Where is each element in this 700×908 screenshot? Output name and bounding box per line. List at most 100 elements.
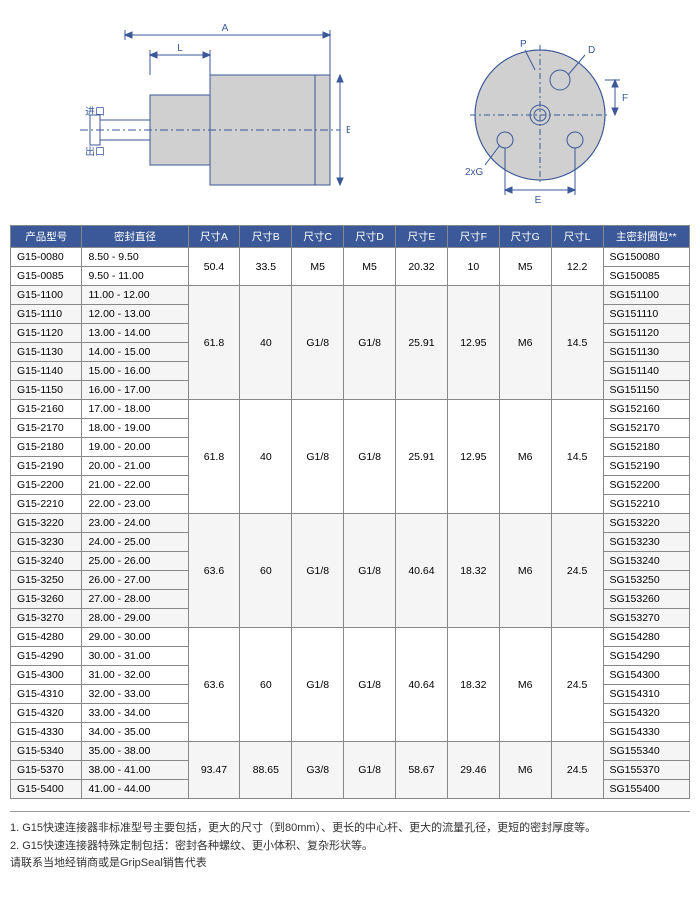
cell-dimension: 24.5 — [551, 742, 603, 799]
cell-model: G15-1150 — [11, 381, 82, 400]
cell-seal-kit: SG152160 — [603, 400, 689, 419]
cell-seal-diameter: 41.00 - 44.00 — [82, 780, 188, 799]
cell-model: G15-4280 — [11, 628, 82, 647]
cell-seal-kit: SG151130 — [603, 343, 689, 362]
label-D: D — [588, 45, 595, 56]
cell-dimension: 58.67 — [396, 742, 448, 799]
cell-seal-kit: SG150080 — [603, 248, 689, 267]
spec-table: 产品型号密封直径尺寸A尺寸B尺寸C尺寸D尺寸E尺寸F尺寸G尺寸L主密封圈包** … — [10, 225, 690, 799]
cell-seal-diameter: 31.00 - 32.00 — [82, 666, 188, 685]
cell-seal-kit: SG152210 — [603, 495, 689, 514]
cell-model: G15-5400 — [11, 780, 82, 799]
cell-dimension: M5 — [292, 248, 344, 286]
cell-dimension: M6 — [499, 400, 551, 514]
front-view-diagram: P D F E 2xG — [430, 15, 650, 205]
cell-seal-diameter: 34.00 - 35.00 — [82, 723, 188, 742]
table-header-cell: 尺寸G — [499, 226, 551, 248]
cell-model: G15-1130 — [11, 343, 82, 362]
cell-dimension: 40 — [240, 400, 292, 514]
cell-model: G15-4320 — [11, 704, 82, 723]
cell-seal-diameter: 9.50 - 11.00 — [82, 267, 188, 286]
side-view-diagram: A L B 进口 出口 — [50, 15, 350, 205]
cell-seal-kit: SG154320 — [603, 704, 689, 723]
cell-dimension: 60 — [240, 514, 292, 628]
cell-dimension: 40.64 — [396, 628, 448, 742]
cell-dimension: 24.5 — [551, 514, 603, 628]
cell-model: G15-5340 — [11, 742, 82, 761]
cell-model: G15-2160 — [11, 400, 82, 419]
cell-dimension: G1/8 — [344, 286, 396, 400]
cell-seal-kit: SG151100 — [603, 286, 689, 305]
cell-dimension: 50.4 — [188, 248, 240, 286]
cell-model: G15-4290 — [11, 647, 82, 666]
cell-seal-diameter: 13.00 - 14.00 — [82, 324, 188, 343]
cell-dimension: G1/8 — [344, 400, 396, 514]
cell-model: G15-3230 — [11, 533, 82, 552]
cell-seal-kit: SG155370 — [603, 761, 689, 780]
cell-seal-kit: SG151150 — [603, 381, 689, 400]
label-outlet: 出口 — [85, 145, 105, 158]
note-line: 2. G15快速连接器特殊定制包括：密封各种螺纹、更小体积、复杂形状等。 — [10, 838, 690, 856]
cell-dimension: 12.95 — [447, 400, 499, 514]
table-header-row: 产品型号密封直径尺寸A尺寸B尺寸C尺寸D尺寸E尺寸F尺寸G尺寸L主密封圈包** — [11, 226, 690, 248]
cell-dimension: 29.46 — [447, 742, 499, 799]
cell-model: G15-0080 — [11, 248, 82, 267]
table-header-cell: 主密封圈包** — [603, 226, 689, 248]
table-header-cell: 尺寸E — [396, 226, 448, 248]
table-row: G15-322023.00 - 24.0063.660G1/8G1/840.64… — [11, 514, 690, 533]
cell-dimension: G1/8 — [344, 514, 396, 628]
cell-dimension: M6 — [499, 742, 551, 799]
cell-model: G15-0085 — [11, 267, 82, 286]
cell-dimension: 20.32 — [396, 248, 448, 286]
cell-dimension: G1/8 — [292, 400, 344, 514]
notes-section: 1. G15快速连接器非标准型号主要包括，更大的尺寸（到80mm）、更长的中心杆… — [10, 811, 690, 873]
cell-seal-kit: SG153220 — [603, 514, 689, 533]
cell-seal-kit: SG154300 — [603, 666, 689, 685]
cell-seal-kit: SG152200 — [603, 476, 689, 495]
note-line: 请联系当地经销商或是GripSeal销售代表 — [10, 855, 690, 873]
cell-dimension: 60 — [240, 628, 292, 742]
cell-seal-diameter: 35.00 - 38.00 — [82, 742, 188, 761]
cell-seal-diameter: 14.00 - 15.00 — [82, 343, 188, 362]
cell-seal-kit: SG153260 — [603, 590, 689, 609]
table-header-cell: 尺寸D — [344, 226, 396, 248]
cell-dimension: M5 — [344, 248, 396, 286]
cell-seal-diameter: 32.00 - 33.00 — [82, 685, 188, 704]
table-header-cell: 尺寸B — [240, 226, 292, 248]
table-header-cell: 密封直径 — [82, 226, 188, 248]
cell-dimension: 33.5 — [240, 248, 292, 286]
cell-seal-diameter: 27.00 - 28.00 — [82, 590, 188, 609]
cell-dimension: 61.8 — [188, 286, 240, 400]
note-line: 1. G15快速连接器非标准型号主要包括，更大的尺寸（到80mm）、更长的中心杆… — [10, 820, 690, 838]
cell-model: G15-2180 — [11, 438, 82, 457]
cell-dimension: 61.8 — [188, 400, 240, 514]
cell-dimension: 18.32 — [447, 514, 499, 628]
cell-model: G15-3240 — [11, 552, 82, 571]
cell-model: G15-2170 — [11, 419, 82, 438]
cell-model: G15-1110 — [11, 305, 82, 324]
table-row: G15-428029.00 - 30.0063.660G1/8G1/840.64… — [11, 628, 690, 647]
cell-seal-kit: SG154310 — [603, 685, 689, 704]
cell-dimension: 63.6 — [188, 514, 240, 628]
table-body: G15-00808.50 - 9.5050.433.5M5M520.3210M5… — [11, 248, 690, 799]
cell-dimension: G1/8 — [344, 742, 396, 799]
table-header-cell: 产品型号 — [11, 226, 82, 248]
cell-dimension: 63.6 — [188, 628, 240, 742]
label-2xG: 2xG — [465, 167, 484, 178]
table-header-cell: 尺寸A — [188, 226, 240, 248]
cell-seal-kit: SG151110 — [603, 305, 689, 324]
cell-seal-kit: SG154290 — [603, 647, 689, 666]
cell-seal-diameter: 24.00 - 25.00 — [82, 533, 188, 552]
cell-seal-diameter: 17.00 - 18.00 — [82, 400, 188, 419]
cell-seal-diameter: 18.00 - 19.00 — [82, 419, 188, 438]
label-F: F — [622, 93, 628, 104]
cell-seal-kit: SG155340 — [603, 742, 689, 761]
cell-seal-kit: SG153270 — [603, 609, 689, 628]
cell-model: G15-4330 — [11, 723, 82, 742]
cell-model: G15-4310 — [11, 685, 82, 704]
cell-dimension: 25.91 — [396, 400, 448, 514]
cell-dimension: 40.64 — [396, 514, 448, 628]
cell-seal-diameter: 8.50 - 9.50 — [82, 248, 188, 267]
cell-dimension: M6 — [499, 514, 551, 628]
cell-seal-kit: SG155400 — [603, 780, 689, 799]
